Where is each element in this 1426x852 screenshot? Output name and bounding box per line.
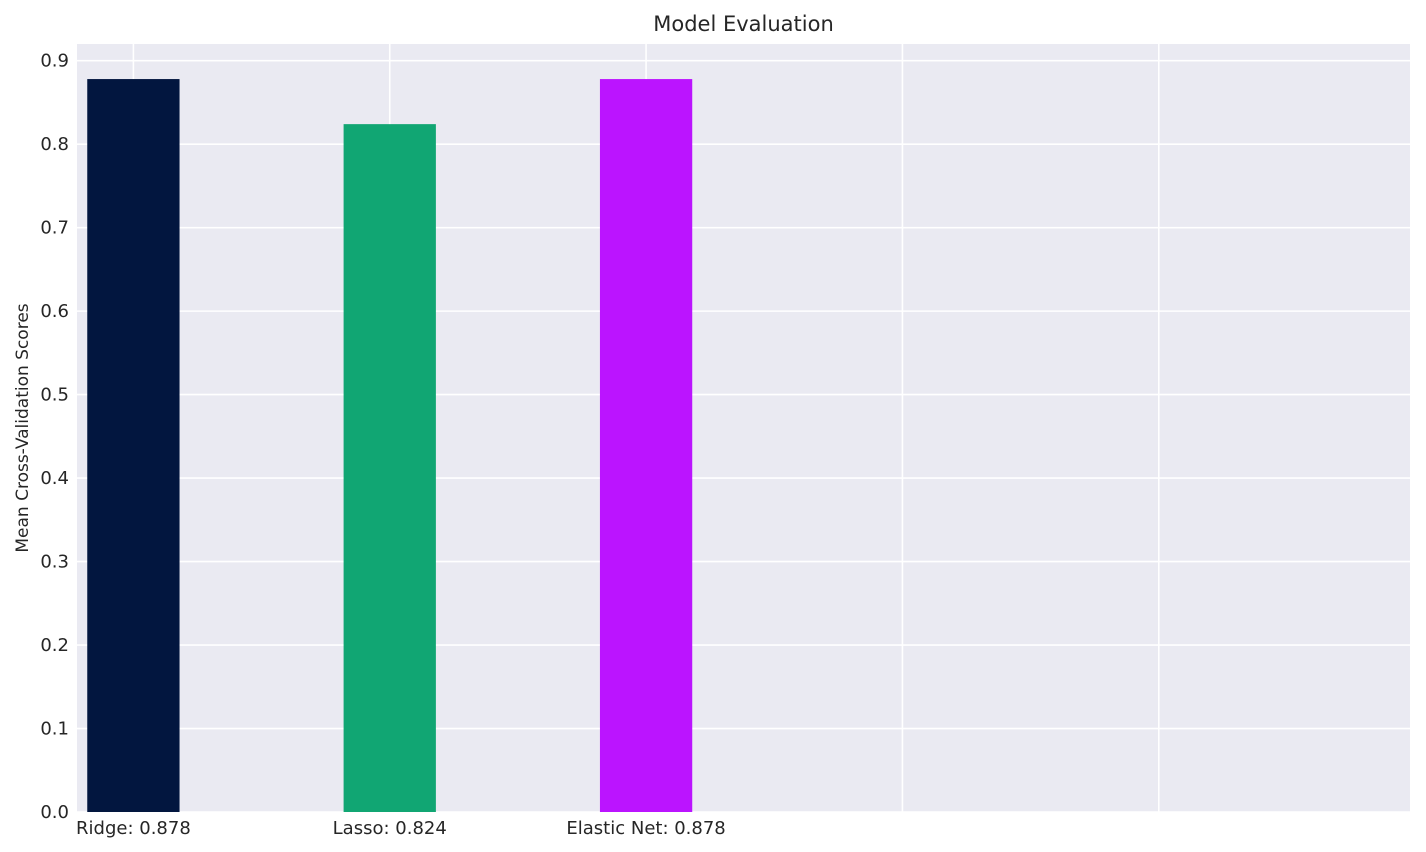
chart-title: Model Evaluation [653,12,834,36]
x-tick-labels: Ridge: 0.878 Lasso: 0.824 Elastic Net: 0.8… [76,818,726,839]
y-tick-label: 0.6 [40,301,69,322]
y-tick-label: 0.2 [40,635,69,656]
y-tick-label: 0.5 [40,385,69,406]
bar-1 [87,79,180,813]
y-tick-label: 0.3 [40,552,69,573]
y-tick-label: 0.0 [40,802,69,823]
bar-3 [599,79,693,813]
x-tick-label: Elastic Net: 0.878 [566,818,725,839]
y-tick-label: 0.9 [40,51,69,72]
bars [87,79,693,813]
y-axis-label: Mean Cross-Validation Scores [13,303,33,552]
bar-2 [343,124,436,812]
y-tick-labels: 0.0 0.1 0.2 0.3 0.4 0.5 0.6 0.7 0.8 0.9 [40,51,69,823]
y-tick-label: 0.4 [40,468,69,489]
plot-area [77,44,1410,812]
y-tick-label: 0.7 [40,218,69,239]
x-tick-label: Lasso: 0.824 [333,818,447,839]
y-tick-label: 0.1 [40,719,69,740]
x-tick-label: Ridge: 0.878 [76,818,191,839]
y-tick-label: 0.8 [40,134,69,155]
